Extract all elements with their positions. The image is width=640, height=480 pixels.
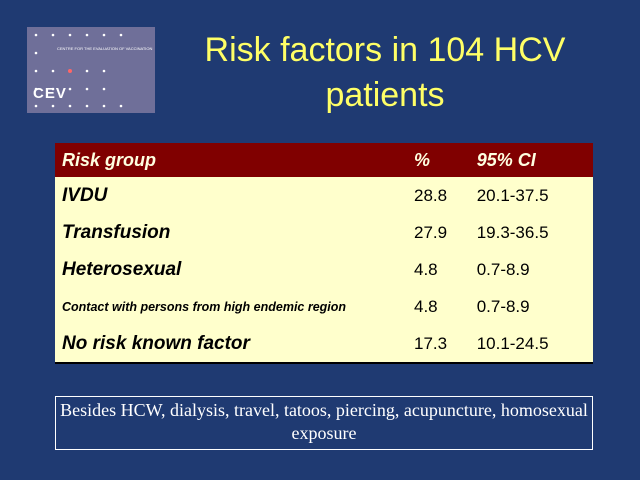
- table-row: Transfusion 27.9 19.3-36.5: [55, 214, 593, 251]
- cell: 28.8: [407, 177, 470, 214]
- cell: 27.9: [407, 214, 470, 251]
- table-row: No risk known factor 17.3 10.1-24.5: [55, 325, 593, 364]
- cell: 0.7-8.9: [469, 288, 593, 325]
- risk-group: IVDU: [55, 177, 407, 214]
- logo-acronym: CEV: [33, 85, 67, 102]
- risk-group: No risk known factor: [55, 325, 407, 364]
- cell: 17.3: [407, 325, 470, 364]
- risk-table: Risk group% 95% CI IVDU 28.8 20.1-37.5 Trans…: [55, 143, 593, 364]
- column-header: %: [407, 143, 470, 177]
- note-box: Besides HCW, dialysis, travel, tatoos, p…: [55, 396, 593, 450]
- logo: CENTRE FOR THE EVALUATION OF VACCINATION…: [27, 27, 155, 113]
- column-header: Risk group: [55, 143, 407, 177]
- risk-group: Contact with persons from high endemic r…: [55, 288, 407, 325]
- risk-group: Transfusion: [55, 214, 407, 251]
- cell: 20.1-37.5: [469, 177, 593, 214]
- column-header: 95% CI: [469, 143, 593, 177]
- slide-title: Risk factors in 104 HCV patients: [204, 31, 566, 114]
- table-row: IVDU 28.8 20.1-37.5: [55, 177, 593, 214]
- logo-subtitle: CENTRE FOR THE EVALUATION OF VACCINATION: [57, 46, 153, 51]
- risk-group: Heterosexual: [55, 251, 407, 288]
- header-row: Risk group% 95% CI: [55, 143, 593, 177]
- cell: 4.8: [407, 251, 470, 288]
- logo-dots: [34, 33, 123, 108]
- cell: 19.3-36.5: [469, 214, 593, 251]
- cell: 10.1-24.5: [469, 325, 593, 364]
- cell: 0.7-8.9: [469, 251, 593, 288]
- table-row: Heterosexual 4.8 0.7-8.9: [55, 251, 593, 288]
- cell: 4.8: [407, 288, 470, 325]
- table-row: Contact with persons from high endemic r…: [55, 288, 593, 325]
